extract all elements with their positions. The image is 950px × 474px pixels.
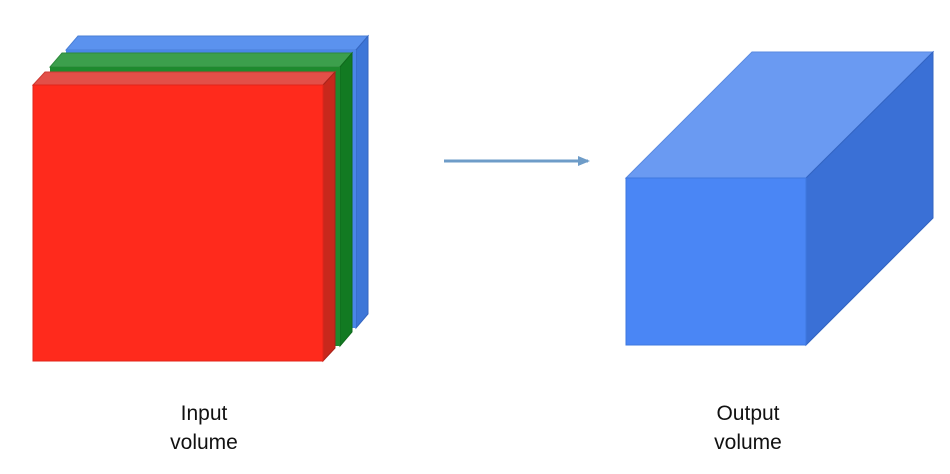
green-layer-top	[48, 52, 354, 68]
blue-layer-side	[355, 34, 369, 330]
green-layer-side	[339, 51, 353, 348]
blue-layer-top	[64, 35, 370, 51]
output-cuboid-front	[625, 177, 807, 346]
input-volume	[31, 34, 370, 363]
input-caption-line-1: Input	[180, 402, 228, 425]
red-layer-face	[32, 84, 324, 362]
input-caption-line-2: volume	[170, 431, 238, 454]
red-channel-layer	[31, 70, 337, 363]
output-volume-caption: Output volume	[648, 399, 848, 457]
output-caption-line-1: Output	[716, 402, 780, 425]
red-layer-top	[31, 71, 337, 86]
input-volume-caption: Input volume	[104, 399, 304, 457]
red-layer-side	[322, 70, 336, 363]
output-caption-line-2: volume	[714, 431, 782, 454]
output-volume	[624, 50, 935, 347]
